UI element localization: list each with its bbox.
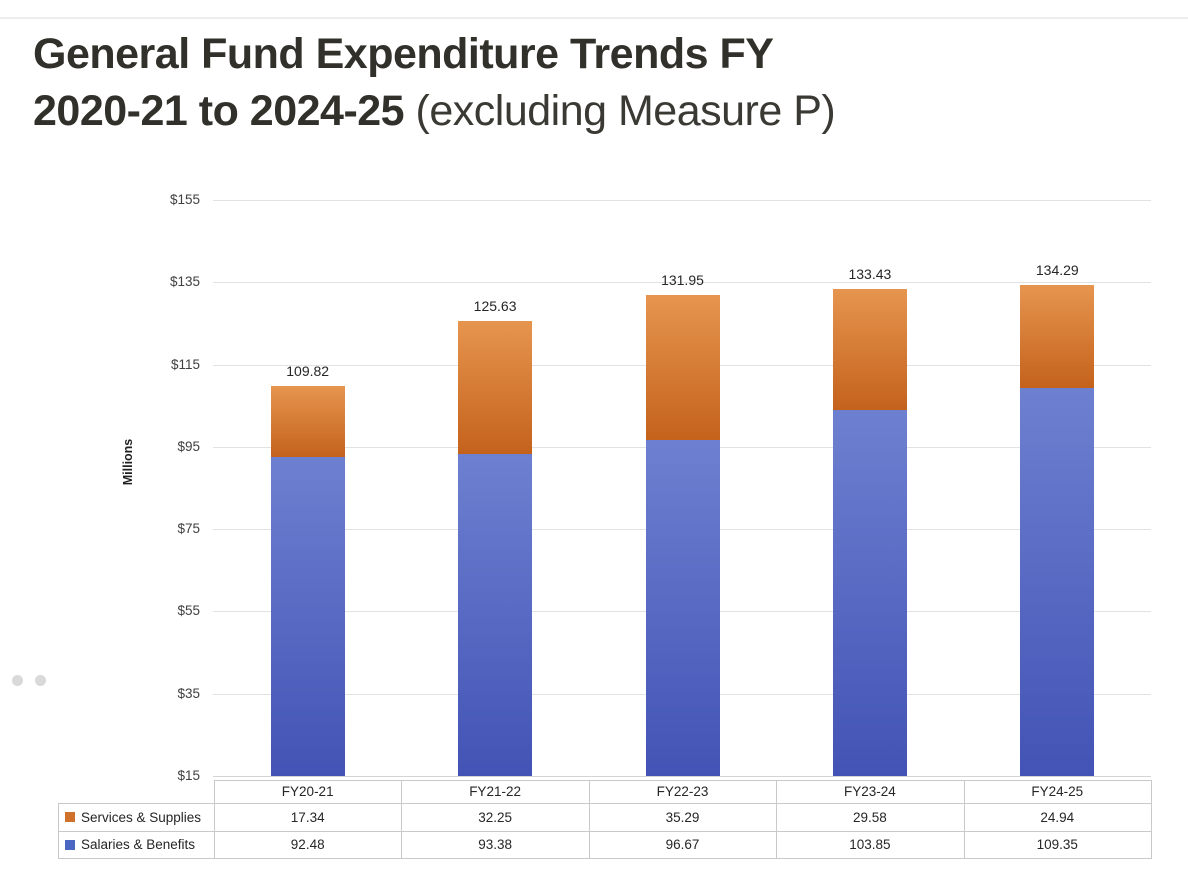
- title-line-1: General Fund Expenditure Trends FY: [33, 30, 774, 78]
- table-border-line: [58, 803, 1152, 804]
- y-axis-tick-label: $135: [169, 274, 200, 290]
- x-axis-category-cell: FY20-21: [281, 784, 334, 799]
- table-value-cell: 92.48: [290, 837, 325, 852]
- table-value-cell: 103.85: [849, 837, 891, 852]
- x-axis-line: [213, 776, 1151, 777]
- table-border-line: [1151, 780, 1152, 858]
- page-title: General Fund Expenditure Trends FY 2020-…: [33, 26, 1153, 140]
- table-value-cell: 109.35: [1036, 837, 1078, 852]
- top-divider-line: [0, 17, 1188, 19]
- table-value-cell: 32.25: [478, 809, 512, 825]
- services-supplies-legend-label: Services & Supplies: [81, 809, 202, 825]
- bar-total-data-label: 131.95: [661, 271, 704, 288]
- bar-total-data-label: 125.63: [473, 297, 517, 314]
- table-value-cell: 93.38: [478, 837, 512, 852]
- table-value-cell: 35.29: [665, 809, 700, 825]
- table-border-line: [214, 780, 1152, 781]
- bar-segment-salaries-benefits: [1020, 387, 1095, 776]
- table-border-line: [58, 803, 59, 858]
- table-value-cell: 29.58: [852, 809, 887, 825]
- bar-total-data-label: 133.43: [848, 265, 892, 282]
- carousel-dot[interactable]: [35, 675, 46, 686]
- legend-cell-services-supplies: Services & Supplies: [58, 803, 214, 831]
- bar-segment-services-supplies: [832, 288, 907, 411]
- table-value-cell: 96.67: [665, 837, 700, 852]
- bar-segment-salaries-benefits: [645, 439, 720, 776]
- y-axis-tick-label: $55: [177, 603, 200, 619]
- table-border-line: [401, 780, 403, 858]
- title-line-2-bold: 2020-21 to 2024-25: [33, 87, 405, 135]
- y-axis-tick-label: $35: [177, 685, 200, 701]
- table-border-line: [58, 858, 1152, 859]
- x-axis-category-cell: FY21-22: [469, 784, 521, 799]
- table-border-line: [963, 780, 965, 858]
- table-border-line: [776, 780, 778, 858]
- x-axis-category-cell: FY24-25: [1031, 784, 1084, 799]
- gridline: [213, 200, 1151, 201]
- table-value-cell: 24.94: [1040, 809, 1075, 825]
- gridline: [213, 282, 1151, 284]
- bar-segment-salaries-benefits: [270, 457, 345, 776]
- carousel-dot[interactable]: [12, 675, 23, 686]
- y-axis-tick-label: $15: [177, 768, 200, 783]
- bar-total-data-label: 134.29: [1035, 262, 1079, 279]
- bar-segment-salaries-benefits: [832, 410, 907, 776]
- x-axis-category-cell: FY23-24: [843, 784, 896, 799]
- services-supplies-legend-key-icon: [65, 812, 75, 822]
- y-axis-tick-label: $115: [170, 356, 200, 372]
- table-border-line: [214, 780, 215, 858]
- table-border-line: [588, 780, 590, 858]
- bar-total-data-label: 109.82: [286, 362, 330, 379]
- y-axis-title: Millions: [121, 438, 135, 486]
- bar-segment-salaries-benefits: [458, 453, 533, 776]
- legend-cell-salaries-benefits: Salaries & Benefits: [58, 831, 214, 858]
- y-axis-tick-label: $75: [177, 521, 200, 537]
- bar-segment-services-supplies: [458, 320, 533, 454]
- bar-segment-services-supplies: [270, 385, 345, 458]
- table-border-line: [58, 831, 1152, 832]
- bar-segment-services-supplies: [1020, 285, 1095, 388]
- title-line-2-regular: (excluding Measure P): [404, 87, 836, 135]
- y-axis-tick-label: $95: [177, 438, 200, 454]
- bar-segment-services-supplies: [645, 294, 720, 440]
- x-axis-category-cell: FY22-23: [656, 784, 709, 799]
- salaries-benefits-legend-label: Salaries & Benefits: [81, 837, 196, 852]
- salaries-benefits-legend-key-icon: [65, 839, 75, 850]
- table-value-cell: 17.34: [290, 809, 325, 825]
- y-axis-tick-label: $155: [169, 192, 200, 207]
